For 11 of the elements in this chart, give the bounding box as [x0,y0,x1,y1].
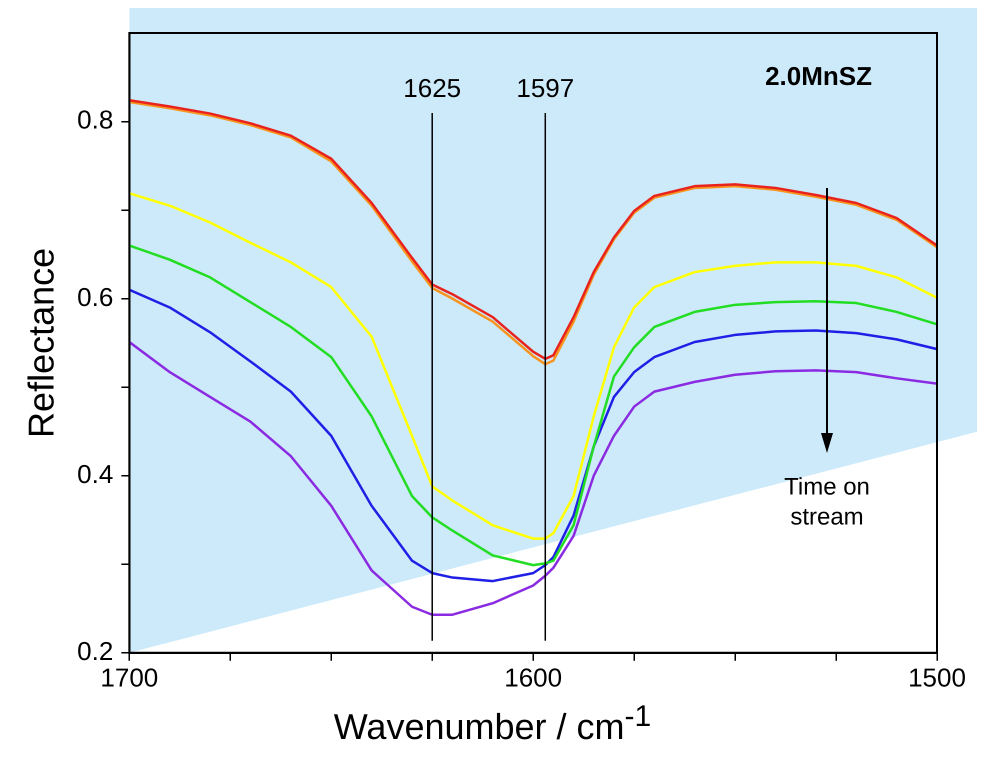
y-tick-label: 0.4 [77,458,114,489]
y-tick-label: 0.6 [77,282,114,312]
x-tick-label: 1500 [908,662,966,693]
y-tick-label: 0.8 [77,104,114,135]
annotation: Time on stream [784,473,870,530]
x-tick-label: 1600 [504,662,562,693]
x-axis-title: Wavenumber / cm$^{-1}$ [332,700,652,748]
ref-line-label: 1597 [516,73,574,104]
text: 2.0MnSZ [765,61,872,92]
y-axis-title: Reflectance [20,248,62,438]
ref-line-label: 1625 [403,73,462,104]
